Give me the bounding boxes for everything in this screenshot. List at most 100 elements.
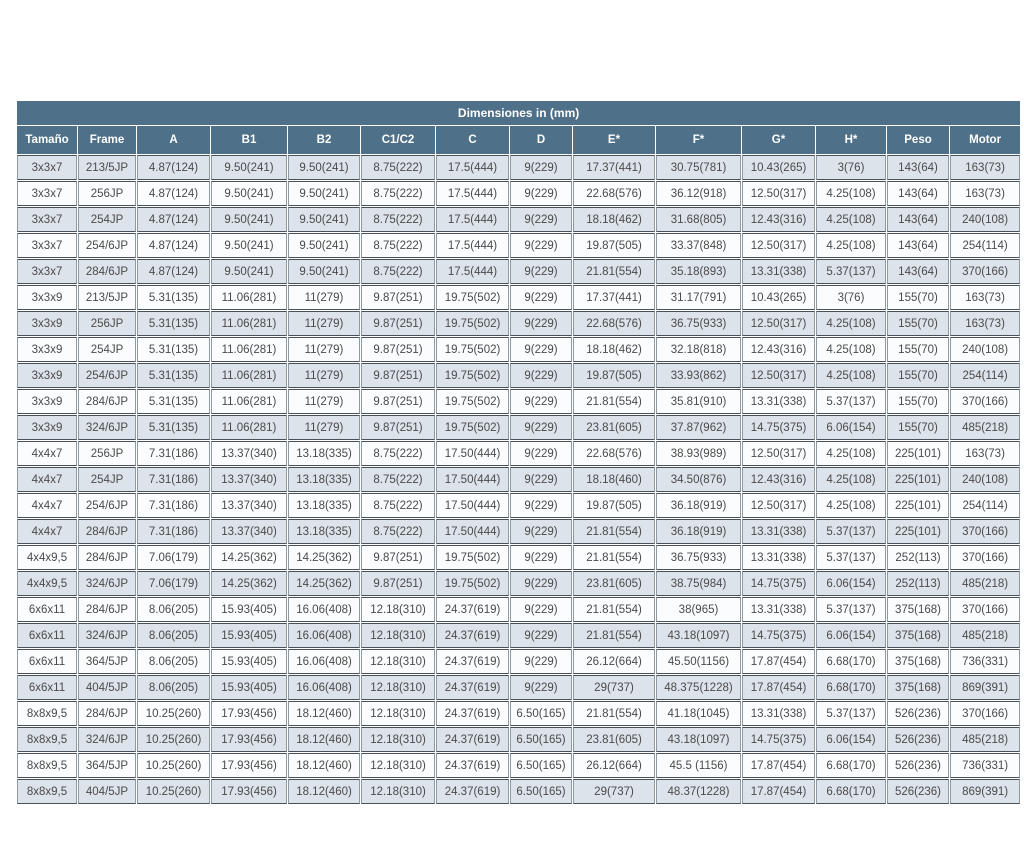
table-cell: 11(279)	[288, 285, 360, 310]
table-cell: 6x6x11	[17, 649, 77, 674]
table-cell: 4x4x9,5	[17, 571, 77, 596]
table-cell: 9.87(251)	[361, 389, 435, 414]
table-cell: 18.18(460)	[573, 467, 655, 492]
dimensions-table: Dimensiones in (mm) Tamaño Frame A B1 B2 C1/C…	[16, 100, 1022, 805]
table-cell: 11(279)	[288, 311, 360, 336]
table-cell: 5.37(137)	[816, 389, 886, 414]
table-cell: 21.81(554)	[573, 259, 655, 284]
table-cell: 254(114)	[950, 233, 1021, 258]
table-cell: 9.87(251)	[361, 337, 435, 362]
table-cell: 8.06(205)	[137, 597, 210, 622]
table-cell: 370(166)	[950, 259, 1021, 284]
table-cell: 21.81(554)	[573, 623, 655, 648]
column-header: Frame	[78, 126, 136, 154]
table-cell: 14.25(362)	[211, 545, 287, 570]
table-cell: 8.75(222)	[361, 155, 435, 180]
table-cell: 13.18(335)	[288, 519, 360, 544]
table-cell: 32.18(818)	[656, 337, 741, 362]
table-cell: 19.75(502)	[436, 337, 509, 362]
table-cell: 375(168)	[887, 675, 949, 700]
table-cell: 12.50(317)	[742, 441, 815, 466]
table-cell: 45.50(1156)	[656, 649, 741, 674]
table-cell: 3x3x9	[17, 337, 77, 362]
table-cell: 240(108)	[950, 467, 1021, 492]
table-cell: 12.43(316)	[742, 207, 815, 232]
table-cell: 21.81(554)	[573, 545, 655, 570]
table-cell: 21.81(554)	[573, 597, 655, 622]
table-cell: 22.68(576)	[573, 311, 655, 336]
table-cell: 13.37(340)	[211, 519, 287, 544]
column-header: E*	[573, 126, 655, 154]
table-cell: 143(64)	[887, 207, 949, 232]
table-cell: 4.25(108)	[816, 467, 886, 492]
table-cell: 485(218)	[950, 415, 1021, 440]
table-cell: 9.87(251)	[361, 415, 435, 440]
table-cell: 9(229)	[510, 571, 572, 596]
table-cell: 9(229)	[510, 363, 572, 388]
table-cell: 16.06(408)	[288, 649, 360, 674]
table-cell: 6x6x11	[17, 597, 77, 622]
table-cell: 375(168)	[887, 649, 949, 674]
table-row: 6x6x11 364/5JP 8.06(205) 15.93(405) 16.06(40…	[17, 649, 1021, 674]
table-cell: 213/5JP	[78, 155, 136, 180]
table-cell: 34.50(876)	[656, 467, 741, 492]
table-cell: 324/6JP	[78, 727, 136, 752]
table-row: 4x4x7 284/6JP 7.31(186) 13.37(340) 13.18(335…	[17, 519, 1021, 544]
table-cell: 15.93(405)	[211, 623, 287, 648]
table-cell: 43.18(1097)	[656, 727, 741, 752]
table-cell: 9(229)	[510, 493, 572, 518]
table-cell: 4.25(108)	[816, 493, 886, 518]
table-cell: 254JP	[78, 207, 136, 232]
table-cell: 8x8x9,5	[17, 779, 77, 804]
table-cell: 9.50(241)	[288, 259, 360, 284]
table-cell: 38.75(984)	[656, 571, 741, 596]
table-row: 3x3x9 213/5JP 5.31(135) 11.06(281) 11(279) 9.…	[17, 285, 1021, 310]
table-cell: 8.75(222)	[361, 181, 435, 206]
table-cell: 143(64)	[887, 155, 949, 180]
table-cell: 31.17(791)	[656, 285, 741, 310]
table-cell: 485(218)	[950, 571, 1021, 596]
table-cell: 12.18(310)	[361, 779, 435, 804]
table-cell: 12.50(317)	[742, 233, 815, 258]
table-cell: 163(73)	[950, 311, 1021, 336]
table-cell: 9(229)	[510, 441, 572, 466]
table-cell: 370(166)	[950, 701, 1021, 726]
table-title-row: Dimensiones in (mm)	[17, 101, 1021, 125]
table-cell: 9.50(241)	[288, 155, 360, 180]
table-row: 3x3x7 256JP 4.87(124) 9.50(241) 9.50(241) 8.7…	[17, 181, 1021, 206]
table-cell: 143(64)	[887, 259, 949, 284]
table-cell: 8x8x9,5	[17, 753, 77, 778]
table-cell: 213/5JP	[78, 285, 136, 310]
table-cell: 12.50(317)	[742, 493, 815, 518]
table-cell: 9(229)	[510, 389, 572, 414]
table-cell: 3x3x9	[17, 363, 77, 388]
table-cell: 19.87(505)	[573, 363, 655, 388]
table-row: 8x8x9,5 404/5JP 10.25(260) 17.93(456) 18.12(…	[17, 779, 1021, 804]
table-cell: 36.12(918)	[656, 181, 741, 206]
table-cell: 364/5JP	[78, 649, 136, 674]
table-cell: 13.31(338)	[742, 259, 815, 284]
table-cell: 17.87(454)	[742, 779, 815, 804]
table-cell: 9(229)	[510, 311, 572, 336]
table-cell: 155(70)	[887, 415, 949, 440]
table-cell: 11.06(281)	[211, 285, 287, 310]
table-cell: 16.06(408)	[288, 597, 360, 622]
table-cell: 10.43(265)	[742, 155, 815, 180]
table-cell: 3x3x9	[17, 311, 77, 336]
table-row: 8x8x9,5 284/6JP 10.25(260) 17.93(456) 18.12(…	[17, 701, 1021, 726]
table-cell: 18.12(460)	[288, 753, 360, 778]
table-cell: 9(229)	[510, 623, 572, 648]
table-cell: 9.50(241)	[211, 181, 287, 206]
table-cell: 36.18(919)	[656, 519, 741, 544]
table-cell: 24.37(619)	[436, 753, 509, 778]
table-cell: 24.37(619)	[436, 623, 509, 648]
table-cell: 6.06(154)	[816, 415, 886, 440]
table-cell: 9(229)	[510, 597, 572, 622]
table-cell: 4.87(124)	[137, 181, 210, 206]
table-cell: 11.06(281)	[211, 389, 287, 414]
table-row: 3x3x9 324/6JP 5.31(135) 11.06(281) 11(279) 9.…	[17, 415, 1021, 440]
table-cell: 15.93(405)	[211, 597, 287, 622]
table-cell: 23.81(605)	[573, 727, 655, 752]
table-cell: 36.18(919)	[656, 493, 741, 518]
